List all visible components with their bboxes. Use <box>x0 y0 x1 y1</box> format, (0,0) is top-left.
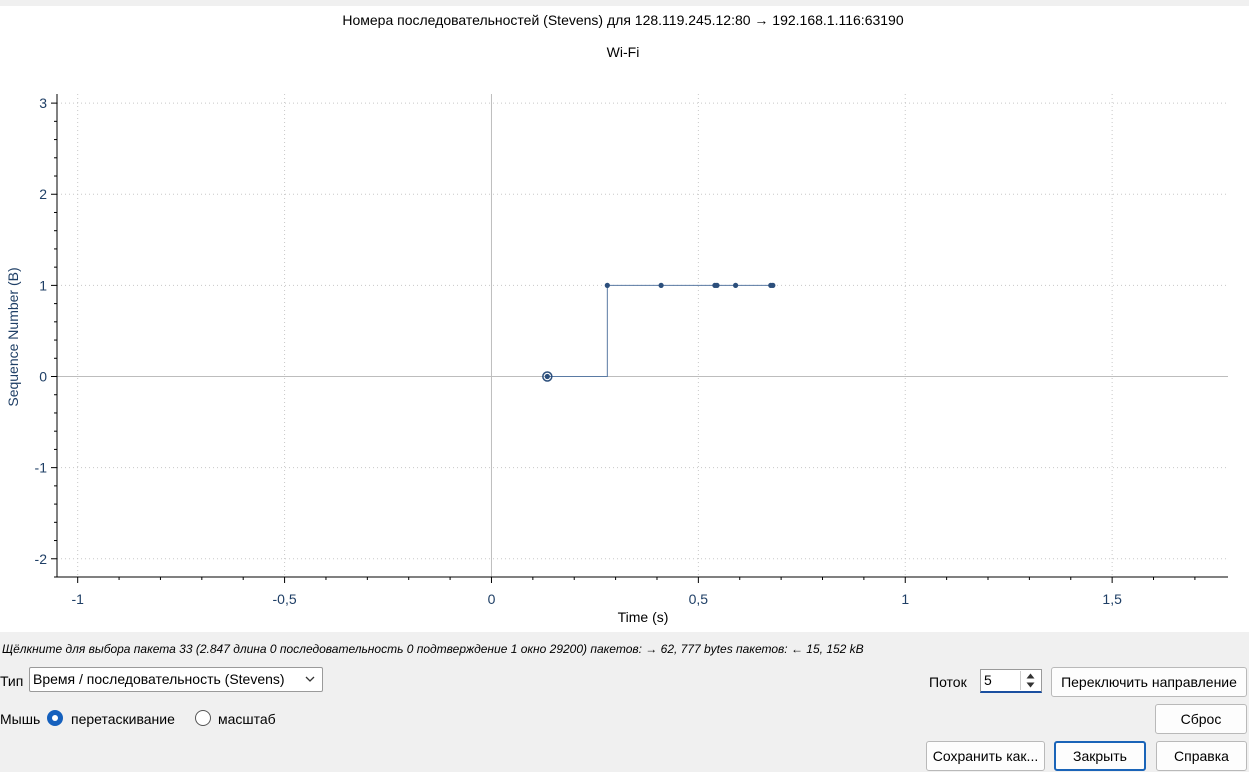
chevron-down-icon <box>305 676 315 682</box>
axes <box>51 94 1228 583</box>
y-tick-label: 2 <box>39 186 47 202</box>
data-point <box>770 282 776 288</box>
data-point <box>733 282 739 288</box>
data-point <box>544 373 550 380</box>
close-button[interactable]: Закрыть <box>1054 741 1146 771</box>
switch-direction-button[interactable]: Переключить направление <box>1051 667 1247 697</box>
spin-up-icon[interactable] <box>1021 671 1039 680</box>
window-top-strip <box>0 0 1249 6</box>
zoom-radio-label[interactable]: масштаб <box>218 711 276 727</box>
y-tick-label: 3 <box>39 95 47 111</box>
drag-radio[interactable] <box>47 710 63 726</box>
y-axis-label: Sequence Number (B) <box>5 267 21 406</box>
reset-button[interactable]: Сброс <box>1155 704 1247 734</box>
mouse-label: Мышь <box>0 711 41 727</box>
chart-subtitle: Wi-Fi <box>607 44 640 60</box>
help-button[interactable]: Справка <box>1156 741 1247 771</box>
x-tick-label: 0 <box>488 591 496 607</box>
graph-type-value: Время / последовательность (Stevens) <box>33 671 285 687</box>
y-tick-label: -2 <box>35 551 48 567</box>
graph-type-select[interactable]: Время / последовательность (Stevens) <box>29 667 323 692</box>
save-as-button[interactable]: Сохранить как... <box>926 741 1045 771</box>
sequence-graph[interactable]: Номера последовательностей (Stevens) для… <box>0 6 1249 632</box>
x-tick-label: 0,5 <box>689 591 709 607</box>
x-axis-label: Time (s) <box>618 609 669 625</box>
selected-point-marker <box>542 371 553 382</box>
stream-value: 5 <box>984 672 992 688</box>
series <box>542 282 776 382</box>
data-point <box>658 282 664 288</box>
x-tick-label: -0,5 <box>273 591 297 607</box>
stream-label: Поток <box>929 674 967 690</box>
status-hint: Щёлкните для выбора пакета 33 (2.847 дли… <box>2 642 864 656</box>
series-step-line <box>547 284 773 378</box>
chart-title: Номера последовательностей (Stevens) для… <box>342 12 903 28</box>
grid <box>57 94 1228 577</box>
x-tick-label: -1 <box>71 591 84 607</box>
tick-labels: -1 -0,5 0 0,5 1 1,5 -2 -1 0 1 2 3 <box>35 95 1123 607</box>
graph-area[interactable]: Номера последовательностей (Stevens) для… <box>0 6 1249 632</box>
y-tick-label: 0 <box>39 369 47 385</box>
type-label: Тип <box>0 673 24 689</box>
spin-arrows[interactable] <box>1020 671 1039 690</box>
y-tick-label: 1 <box>39 277 47 293</box>
y-tick-label: -1 <box>35 460 48 476</box>
x-tick-label: 1 <box>901 591 909 607</box>
data-point <box>604 282 610 288</box>
stream-spinbox[interactable]: 5 <box>980 669 1042 693</box>
spin-down-icon[interactable] <box>1021 680 1039 689</box>
data-point <box>714 282 720 288</box>
drag-radio-label[interactable]: перетаскивание <box>71 711 175 727</box>
zoom-radio[interactable] <box>195 710 211 726</box>
x-tick-label: 1,5 <box>1102 591 1122 607</box>
